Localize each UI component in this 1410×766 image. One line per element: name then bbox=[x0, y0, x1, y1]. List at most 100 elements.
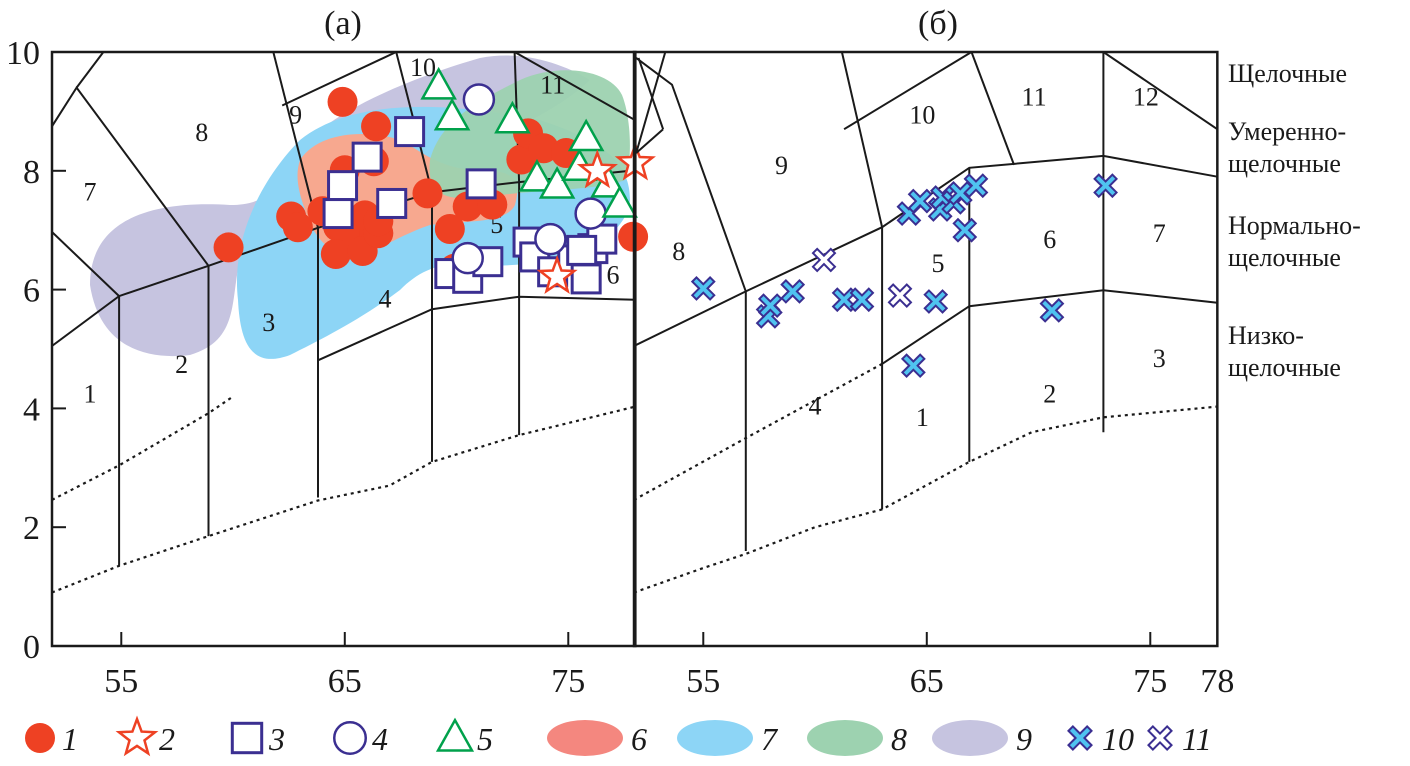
boundary-line-1 bbox=[317, 295, 636, 362]
panel-b-frame bbox=[632, 50, 1219, 648]
open-square-marker bbox=[230, 721, 264, 755]
alkalinity-label: Умеренно- bbox=[1228, 117, 1346, 146]
legend-item-7: 7 bbox=[677, 720, 779, 757]
open-square-marker bbox=[327, 170, 359, 202]
field-label: 3 bbox=[1153, 344, 1166, 373]
open-square-marker bbox=[351, 141, 383, 173]
open-circle-marker bbox=[534, 222, 567, 256]
boundary-line-14 bbox=[514, 52, 636, 122]
legend-item-2: 2 bbox=[115, 715, 175, 757]
alkalinity-label: Низко- bbox=[1228, 321, 1304, 350]
open-star-marker bbox=[115, 715, 159, 757]
open-triangle-marker bbox=[601, 185, 638, 218]
field-label: 2 bbox=[1043, 379, 1056, 408]
field-label: 5 bbox=[931, 249, 944, 278]
filled-circle-marker bbox=[528, 133, 559, 164]
boundary-line-0 bbox=[634, 154, 1218, 347]
dotted-line-1 bbox=[634, 405, 1218, 594]
x-tick-label: 75 bbox=[551, 663, 585, 700]
open-triangle-marker bbox=[538, 166, 576, 199]
boundary-line-11 bbox=[281, 52, 397, 107]
alkalinity-label: щелочные bbox=[1228, 243, 1341, 272]
field-label: 1 bbox=[83, 379, 96, 408]
filled-x-marker bbox=[757, 293, 783, 319]
x-tick-label: 65 bbox=[328, 663, 362, 700]
field-label: 3 bbox=[262, 308, 275, 337]
field-label: 8 bbox=[672, 237, 685, 266]
x-tick-label: 55 bbox=[104, 663, 138, 700]
filled-x-marker bbox=[1093, 173, 1118, 199]
field-label: 11 bbox=[1022, 82, 1047, 111]
open-triangle-marker bbox=[435, 717, 475, 752]
filled-x-marker bbox=[690, 275, 716, 301]
filled-x-marker bbox=[952, 217, 978, 243]
legend-label: 11 bbox=[1182, 721, 1212, 757]
filled-circle-marker bbox=[506, 144, 537, 175]
open-triangle-marker bbox=[590, 164, 627, 198]
panel-b-points bbox=[690, 173, 1118, 379]
open-triangle-marker bbox=[494, 100, 531, 134]
open-square-marker bbox=[376, 187, 408, 219]
legend-label: 8 bbox=[891, 721, 907, 757]
open-x-marker bbox=[811, 247, 837, 273]
legend-label: 9 bbox=[1016, 721, 1032, 757]
open-circle-marker bbox=[333, 721, 367, 755]
open-square-marker bbox=[465, 168, 497, 200]
legend-item-10: 10 bbox=[1067, 721, 1134, 757]
y-tick-label: 0 bbox=[23, 629, 40, 666]
legend: 1 2 3 4 5 6 7 8 9 10 11 bbox=[25, 715, 1212, 757]
open-square-marker bbox=[570, 263, 602, 295]
filled-circle-marker bbox=[282, 212, 313, 243]
legend-label: 5 bbox=[477, 721, 493, 757]
filled-x-marker bbox=[849, 287, 875, 313]
legend-swatch bbox=[677, 720, 753, 756]
boundary-line-7 bbox=[637, 57, 665, 130]
filled-x-marker bbox=[907, 188, 933, 214]
open-triangle-marker bbox=[518, 158, 556, 192]
open-x-marker bbox=[887, 283, 913, 308]
filled-x-marker bbox=[923, 289, 949, 314]
field-label: 6 bbox=[606, 261, 619, 290]
open-triangle-marker bbox=[433, 97, 471, 131]
filled-x-marker bbox=[963, 173, 989, 199]
panel-a-field-boundaries bbox=[52, 52, 636, 594]
field-label: 10 bbox=[410, 53, 436, 82]
legend-label: 4 bbox=[372, 721, 388, 757]
open-x-marker bbox=[1147, 725, 1173, 751]
open-square-marker bbox=[322, 198, 354, 230]
field-label: 12 bbox=[1133, 82, 1159, 111]
legend-item-5: 5 bbox=[435, 717, 493, 757]
boundary-line-12 bbox=[970, 52, 1015, 166]
x-tick-label: 55 bbox=[686, 663, 720, 700]
legend-item-8: 8 bbox=[807, 720, 907, 757]
filled-x-marker bbox=[780, 278, 806, 304]
alkalinity-label: щелочные bbox=[1228, 149, 1341, 178]
filled-circle-marker bbox=[327, 86, 358, 117]
legend-label: 2 bbox=[159, 721, 175, 757]
filled-circle-marker bbox=[213, 232, 244, 263]
alkalinity-labels: Щелочные Умеренно-щелочные Нормально-щелоч… bbox=[1228, 59, 1361, 382]
dotted-line-0 bbox=[52, 395, 234, 501]
field-label: 6 bbox=[1043, 225, 1056, 254]
boundary-line-8 bbox=[635, 128, 664, 154]
field-label: 1 bbox=[916, 403, 929, 432]
panel-a-points bbox=[213, 66, 656, 295]
legend-item-1: 1 bbox=[25, 721, 78, 757]
filled-x-marker bbox=[900, 353, 926, 379]
legend-swatch bbox=[547, 720, 623, 756]
boundary-line-6 bbox=[635, 57, 747, 292]
field-label: 4 bbox=[809, 391, 822, 420]
filled-x-marker bbox=[1039, 297, 1065, 323]
legend-item-4: 4 bbox=[333, 721, 388, 757]
x-tick-label: 65 bbox=[910, 663, 944, 700]
alkalinity-label: Нормально- bbox=[1228, 211, 1361, 240]
legend-item-11: 11 bbox=[1147, 721, 1212, 757]
legend-label: 6 bbox=[631, 721, 647, 757]
boundary-line-9 bbox=[635, 52, 667, 154]
filled-circle-marker bbox=[412, 178, 443, 209]
field-label: 2 bbox=[175, 350, 188, 379]
panel-b-field-boundaries bbox=[634, 52, 1218, 594]
